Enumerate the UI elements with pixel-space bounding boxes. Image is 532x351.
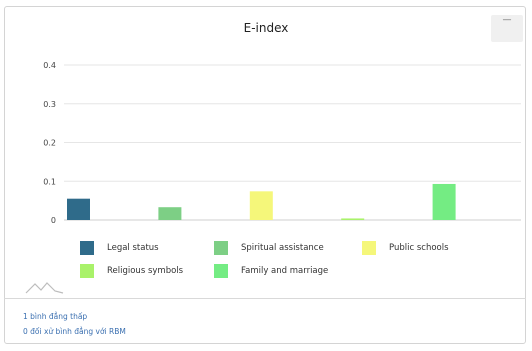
y-axis-tick-labels: 0 0.1 0.2 0.3 0.4 (43, 61, 56, 225)
bar-family-and-marriage[interactable] (432, 183, 456, 220)
y-tick-label: 0.2 (43, 139, 56, 148)
bars (67, 183, 456, 220)
legend-swatch-public-schools (362, 241, 376, 255)
legend-label-religious-symbols: Religious symbols (107, 266, 184, 276)
chart-menu-button[interactable]: — (491, 15, 523, 42)
chart-card (4, 6, 526, 344)
legend-label-spiritual-assistance: Spiritual assistance (241, 243, 324, 253)
legend-swatch-spiritual-assistance (214, 241, 228, 255)
y-tick-label: 0.1 (43, 177, 56, 186)
legend-label-family-and-marriage: Family and marriage (241, 266, 329, 276)
bar-legal-status[interactable] (67, 198, 90, 220)
legend-label-public-schools: Public schools (389, 243, 449, 253)
footer-line-2: 0 đối xử bình đẳng với RBM (23, 327, 126, 336)
legend-item-family-and-marriage[interactable]: Family and marriage (214, 264, 328, 278)
y-tick-label: 0 (51, 216, 56, 225)
legend-swatch-legal-status (80, 241, 94, 255)
hamburger-menu-icon: — (502, 15, 512, 25)
legend-item-legal-status[interactable]: Legal status (80, 241, 159, 255)
legend-swatch-religious-symbols (80, 264, 94, 278)
legend-item-spiritual-assistance[interactable]: Spiritual assistance (214, 241, 324, 255)
bar-public-schools[interactable] (249, 191, 273, 220)
footer-divider (4, 298, 526, 299)
bar-religious-symbols[interactable] (341, 218, 365, 220)
mountain-logo-icon (25, 282, 64, 294)
legend-item-religious-symbols[interactable]: Religious symbols (80, 264, 183, 278)
bar-spiritual-assistance[interactable] (158, 207, 182, 220)
legend-item-public-schools[interactable]: Public schools (362, 241, 449, 255)
chart-title: E-index (243, 21, 289, 35)
y-tick-label: 0.3 (43, 100, 56, 109)
y-tick-label: 0.4 (43, 61, 56, 70)
legend-swatch-family-and-marriage (214, 264, 228, 278)
footer-line-1: 1 bình đẳng thấp (23, 312, 88, 321)
legend-label-legal-status: Legal status (107, 243, 159, 253)
